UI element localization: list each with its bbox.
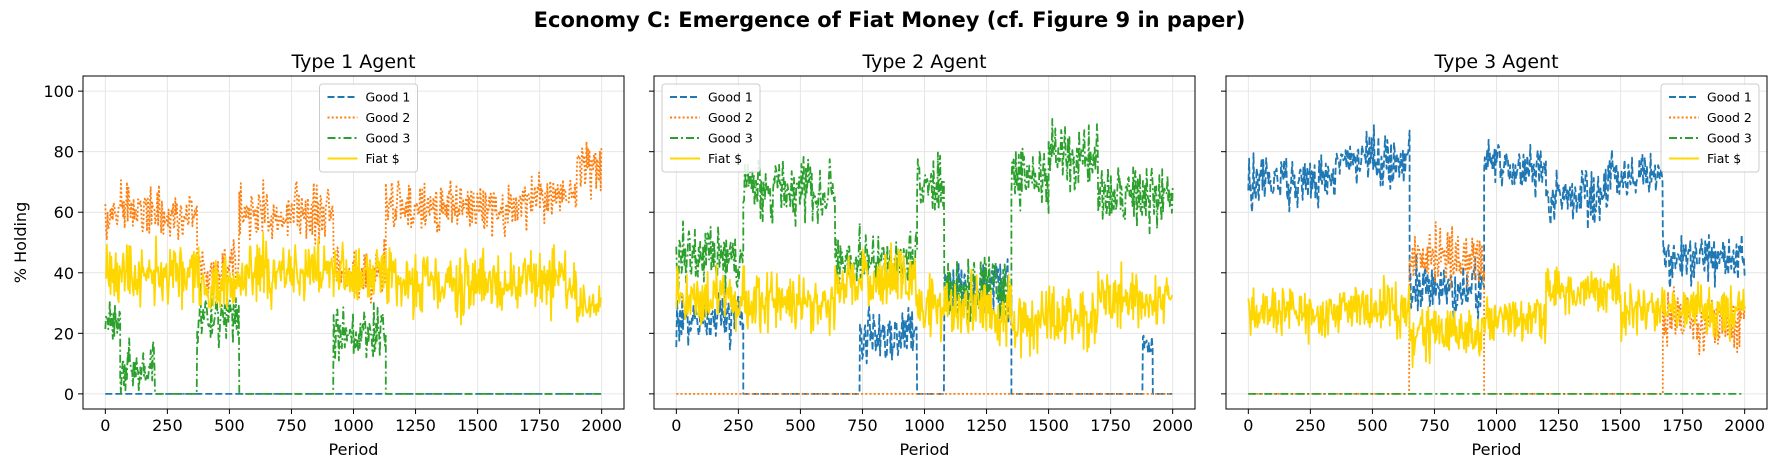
series-group bbox=[1247, 124, 1746, 395]
x-tick-label: 1500 bbox=[1028, 416, 1069, 435]
legend-box bbox=[661, 83, 761, 173]
y-tick-label: 20 bbox=[54, 324, 74, 343]
x-tick-label: 1500 bbox=[1600, 416, 1641, 435]
legend-label: Fiat $ bbox=[708, 151, 742, 166]
legend-label: Good 1 bbox=[1707, 90, 1752, 105]
series-group bbox=[104, 140, 603, 395]
legend-label: Fiat $ bbox=[1707, 151, 1741, 166]
legend: Good 1 Good 2 Good 3 Fiat $ bbox=[1660, 83, 1760, 173]
x-tick-label: 750 bbox=[847, 416, 878, 435]
x-axis-label: Period bbox=[1472, 440, 1522, 459]
x-tick-label: 0 bbox=[671, 416, 681, 435]
x-tick-label: 1000 bbox=[333, 416, 374, 435]
x-tick-label: 1750 bbox=[1662, 416, 1703, 435]
figure-title: Economy C: Emergence of Fiat Money (cf. … bbox=[533, 8, 1246, 32]
x-tick-label: 500 bbox=[214, 416, 245, 435]
legend-label: Fiat $ bbox=[366, 151, 400, 166]
x-tick-label: 2000 bbox=[581, 416, 622, 435]
x-tick-label: 750 bbox=[276, 416, 307, 435]
legend-label: Good 1 bbox=[708, 90, 753, 105]
x-tick-label: 1250 bbox=[966, 416, 1007, 435]
x-tick-label: 1750 bbox=[1090, 416, 1131, 435]
legend-label: Good 2 bbox=[708, 110, 753, 125]
series-line-good-3 bbox=[104, 283, 602, 395]
chart-title: Type 2 Agent bbox=[861, 51, 986, 73]
x-tick-label: 500 bbox=[1357, 416, 1388, 435]
legend: Good 1 Good 2 Good 3 Fiat $ bbox=[661, 83, 761, 173]
x-tick-label: 250 bbox=[723, 416, 754, 435]
y-tick-label: 100 bbox=[43, 82, 74, 101]
x-tick-label: 250 bbox=[1295, 416, 1326, 435]
chart-panel-1: 0 250 500 750 1000 1250 1500 1750 2000 0 20 40 60 80 1… bbox=[11, 51, 625, 459]
x-tick-label: 1250 bbox=[1538, 416, 1579, 435]
legend: Good 1 Good 2 Good 3 Fiat $ bbox=[319, 83, 418, 173]
x-tick-label: 500 bbox=[785, 416, 816, 435]
x-tick-label: 1500 bbox=[457, 416, 498, 435]
series-line-fiat bbox=[675, 242, 1173, 359]
chart-title: Type 1 Agent bbox=[290, 51, 415, 73]
x-tick-label: 1750 bbox=[519, 416, 560, 435]
x-tick-label: 2000 bbox=[1724, 416, 1765, 435]
y-tick-label: 0 bbox=[64, 385, 74, 404]
series-line-fiat bbox=[1247, 262, 1746, 369]
chart-panel-2: 0 250 500 750 1000 1250 1500 1750 2000 Type 2 Age… bbox=[649, 51, 1196, 459]
legend-label: Good 2 bbox=[1707, 110, 1752, 125]
x-tick-label: 0 bbox=[100, 416, 110, 435]
x-axis-label: Period bbox=[329, 440, 379, 459]
x-tick-label: 1000 bbox=[1476, 416, 1517, 435]
legend-box bbox=[319, 83, 418, 173]
legend-label: Good 3 bbox=[366, 131, 411, 146]
x-tick-label: 0 bbox=[1243, 416, 1253, 435]
series-line-good-1 bbox=[1247, 124, 1746, 323]
y-axis-label: % Holding bbox=[11, 202, 30, 283]
chart-title: Type 3 Agent bbox=[1433, 51, 1558, 73]
x-axis-label: Period bbox=[900, 440, 950, 459]
x-tick-label: 1000 bbox=[904, 416, 945, 435]
x-tick-label: 1250 bbox=[395, 416, 436, 435]
legend-label: Good 3 bbox=[1707, 131, 1752, 146]
legend-label: Good 1 bbox=[366, 90, 411, 105]
legend-label: Good 2 bbox=[366, 110, 411, 125]
legend-box bbox=[1660, 83, 1760, 173]
legend-label: Good 3 bbox=[708, 131, 753, 146]
x-tick-label: 2000 bbox=[1152, 416, 1193, 435]
series-line-fiat bbox=[105, 231, 602, 326]
x-tick-label: 250 bbox=[152, 416, 183, 435]
y-tick-label: 80 bbox=[54, 143, 74, 162]
y-tick-label: 40 bbox=[54, 264, 74, 283]
y-tick-label: 60 bbox=[54, 203, 74, 222]
chart-panel-3: 0 250 500 750 1000 1250 1500 1750 2000 Type 3 Age… bbox=[1221, 51, 1768, 459]
series-line-good-2 bbox=[1248, 221, 1746, 395]
x-tick-label: 750 bbox=[1419, 416, 1450, 435]
